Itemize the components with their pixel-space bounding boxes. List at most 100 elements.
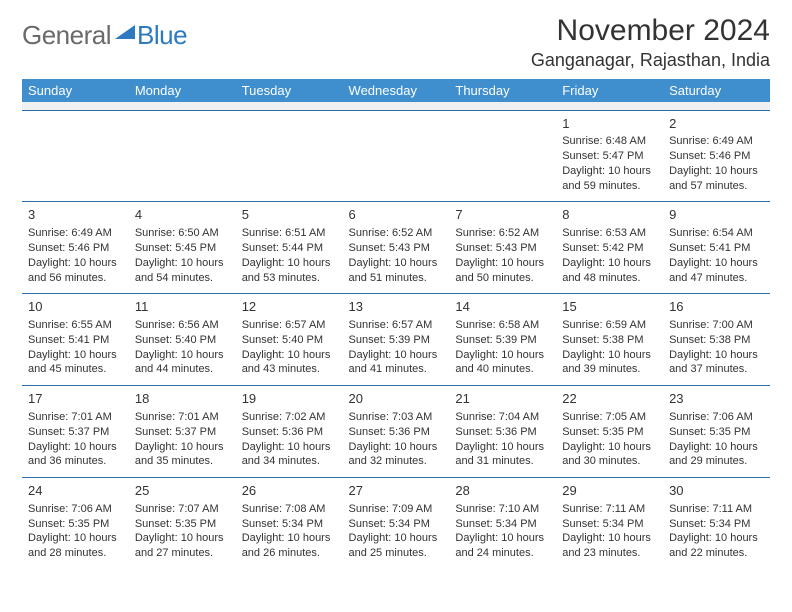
sunset-text: Sunset: 5:43 PM	[455, 241, 550, 256]
sunrise-text: Sunrise: 7:06 AM	[28, 502, 123, 517]
daylight-text: and 54 minutes.	[135, 271, 230, 286]
calendar-day-cell: 4Sunrise: 6:50 AMSunset: 5:45 PMDaylight…	[129, 202, 236, 294]
calendar-day-cell: 22Sunrise: 7:05 AMSunset: 5:35 PMDayligh…	[556, 386, 663, 478]
sunrise-text: Sunrise: 6:51 AM	[242, 226, 337, 241]
day-number: 13	[349, 298, 444, 316]
daylight-text: Daylight: 10 hours	[349, 531, 444, 546]
calendar-weekday-header: Sunday Monday Tuesday Wednesday Thursday…	[22, 79, 770, 102]
sunset-text: Sunset: 5:40 PM	[242, 333, 337, 348]
sunrise-text: Sunrise: 6:57 AM	[242, 318, 337, 333]
calendar-day-cell: 12Sunrise: 6:57 AMSunset: 5:40 PMDayligh…	[236, 294, 343, 386]
calendar-day-cell: 30Sunrise: 7:11 AMSunset: 5:34 PMDayligh…	[663, 478, 770, 569]
day-number: 20	[349, 390, 444, 408]
day-number: 28	[455, 482, 550, 500]
daylight-text: Daylight: 10 hours	[562, 256, 657, 271]
calendar-week-row: 3Sunrise: 6:49 AMSunset: 5:46 PMDaylight…	[22, 202, 770, 294]
sunrise-text: Sunrise: 7:11 AM	[562, 502, 657, 517]
weekday-saturday: Saturday	[663, 79, 770, 102]
daylight-text: Daylight: 10 hours	[455, 348, 550, 363]
daylight-text: Daylight: 10 hours	[455, 440, 550, 455]
day-number: 5	[242, 206, 337, 224]
sunrise-text: Sunrise: 6:49 AM	[28, 226, 123, 241]
sunrise-text: Sunrise: 7:06 AM	[669, 410, 764, 425]
calendar-week-row: 17Sunrise: 7:01 AMSunset: 5:37 PMDayligh…	[22, 386, 770, 478]
daylight-text: Daylight: 10 hours	[242, 440, 337, 455]
day-number: 26	[242, 482, 337, 500]
calendar-day-cell: 11Sunrise: 6:56 AMSunset: 5:40 PMDayligh…	[129, 294, 236, 386]
sunset-text: Sunset: 5:39 PM	[455, 333, 550, 348]
calendar-page: General Blue November 2024 Ganganagar, R…	[0, 0, 792, 579]
sunrise-text: Sunrise: 7:02 AM	[242, 410, 337, 425]
calendar-day-cell: 18Sunrise: 7:01 AMSunset: 5:37 PMDayligh…	[129, 386, 236, 478]
daylight-text: and 25 minutes.	[349, 546, 444, 561]
daylight-text: Daylight: 10 hours	[242, 256, 337, 271]
day-number: 23	[669, 390, 764, 408]
calendar-day-cell: 15Sunrise: 6:59 AMSunset: 5:38 PMDayligh…	[556, 294, 663, 386]
page-header: General Blue November 2024 Ganganagar, R…	[22, 14, 770, 71]
sunrise-text: Sunrise: 7:11 AM	[669, 502, 764, 517]
title-block: November 2024 Ganganagar, Rajasthan, Ind…	[531, 14, 770, 71]
daylight-text: and 48 minutes.	[562, 271, 657, 286]
sunrise-text: Sunrise: 6:53 AM	[562, 226, 657, 241]
daylight-text: and 47 minutes.	[669, 271, 764, 286]
sunrise-text: Sunrise: 6:52 AM	[455, 226, 550, 241]
day-number: 19	[242, 390, 337, 408]
calendar-day-cell: 2Sunrise: 6:49 AMSunset: 5:46 PMDaylight…	[663, 110, 770, 202]
sunset-text: Sunset: 5:34 PM	[669, 517, 764, 532]
sunrise-text: Sunrise: 6:57 AM	[349, 318, 444, 333]
daylight-text: and 26 minutes.	[242, 546, 337, 561]
day-number: 8	[562, 206, 657, 224]
daylight-text: and 53 minutes.	[242, 271, 337, 286]
calendar-day-cell: 5Sunrise: 6:51 AMSunset: 5:44 PMDaylight…	[236, 202, 343, 294]
day-number: 3	[28, 206, 123, 224]
calendar-week-row: 24Sunrise: 7:06 AMSunset: 5:35 PMDayligh…	[22, 478, 770, 569]
day-number: 16	[669, 298, 764, 316]
sunrise-text: Sunrise: 6:58 AM	[455, 318, 550, 333]
weekday-sunday: Sunday	[22, 79, 129, 102]
location-label: Ganganagar, Rajasthan, India	[531, 50, 770, 71]
daylight-text: and 34 minutes.	[242, 454, 337, 469]
calendar-day-cell: 28Sunrise: 7:10 AMSunset: 5:34 PMDayligh…	[449, 478, 556, 569]
sunset-text: Sunset: 5:38 PM	[562, 333, 657, 348]
daylight-text: and 24 minutes.	[455, 546, 550, 561]
sunset-text: Sunset: 5:36 PM	[242, 425, 337, 440]
daylight-text: Daylight: 10 hours	[135, 348, 230, 363]
daylight-text: and 39 minutes.	[562, 362, 657, 377]
sunset-text: Sunset: 5:39 PM	[349, 333, 444, 348]
daylight-text: Daylight: 10 hours	[562, 440, 657, 455]
daylight-text: Daylight: 10 hours	[28, 256, 123, 271]
daylight-text: Daylight: 10 hours	[242, 531, 337, 546]
sunrise-text: Sunrise: 7:03 AM	[349, 410, 444, 425]
daylight-text: Daylight: 10 hours	[349, 348, 444, 363]
calendar-day-cell: 21Sunrise: 7:04 AMSunset: 5:36 PMDayligh…	[449, 386, 556, 478]
calendar-week-row: 10Sunrise: 6:55 AMSunset: 5:41 PMDayligh…	[22, 294, 770, 386]
sunrise-text: Sunrise: 7:00 AM	[669, 318, 764, 333]
daylight-text: and 45 minutes.	[28, 362, 123, 377]
sunset-text: Sunset: 5:35 PM	[135, 517, 230, 532]
daylight-text: Daylight: 10 hours	[669, 256, 764, 271]
day-number: 2	[669, 115, 764, 133]
daylight-text: and 59 minutes.	[562, 179, 657, 194]
calendar-day-cell: 6Sunrise: 6:52 AMSunset: 5:43 PMDaylight…	[343, 202, 450, 294]
sunset-text: Sunset: 5:45 PM	[135, 241, 230, 256]
daylight-text: Daylight: 10 hours	[562, 348, 657, 363]
daylight-text: Daylight: 10 hours	[455, 531, 550, 546]
sunset-text: Sunset: 5:42 PM	[562, 241, 657, 256]
calendar-day-cell: 1Sunrise: 6:48 AMSunset: 5:47 PMDaylight…	[556, 110, 663, 202]
calendar-day-cell: 26Sunrise: 7:08 AMSunset: 5:34 PMDayligh…	[236, 478, 343, 569]
sunset-text: Sunset: 5:34 PM	[455, 517, 550, 532]
sunset-text: Sunset: 5:37 PM	[135, 425, 230, 440]
sunset-text: Sunset: 5:41 PM	[28, 333, 123, 348]
daylight-text: and 27 minutes.	[135, 546, 230, 561]
weekday-monday: Monday	[129, 79, 236, 102]
day-number: 9	[669, 206, 764, 224]
weekday-wednesday: Wednesday	[343, 79, 450, 102]
daylight-text: and 36 minutes.	[28, 454, 123, 469]
calendar-day-cell	[22, 110, 129, 202]
day-number: 27	[349, 482, 444, 500]
daylight-text: Daylight: 10 hours	[242, 348, 337, 363]
daylight-text: and 44 minutes.	[135, 362, 230, 377]
day-number: 21	[455, 390, 550, 408]
daylight-text: Daylight: 10 hours	[135, 440, 230, 455]
day-number: 22	[562, 390, 657, 408]
